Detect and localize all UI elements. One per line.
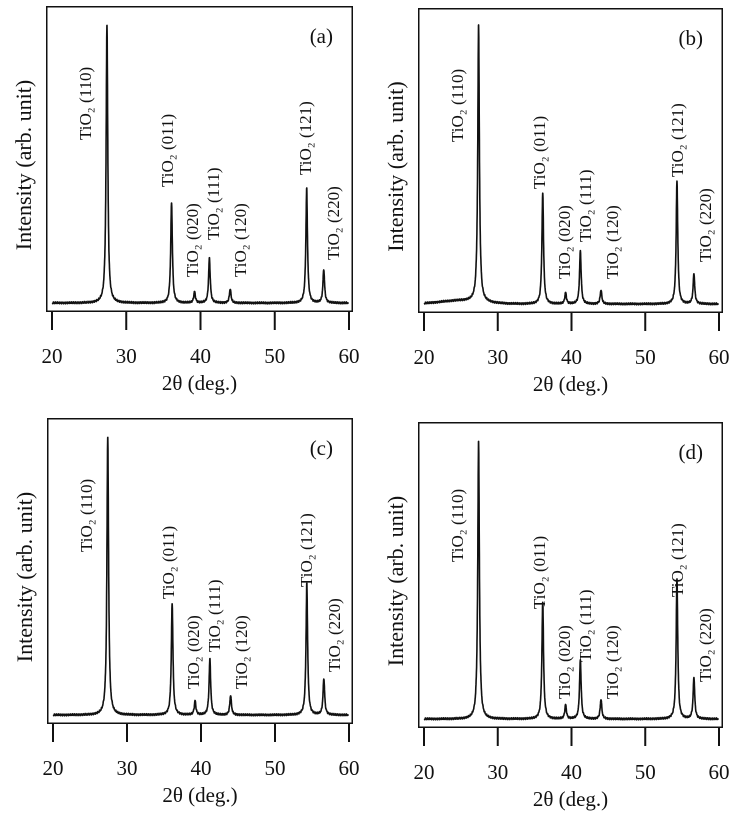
panel-label: (d) bbox=[679, 440, 704, 464]
x-tick-label: 60 bbox=[339, 756, 360, 780]
peak-label: TiO₂ (111) bbox=[576, 169, 595, 242]
peak-label: TiO₂ (121) bbox=[297, 513, 316, 587]
x-tick-label: 20 bbox=[42, 344, 63, 368]
x-axis-label: 2θ (deg.) bbox=[162, 371, 237, 395]
y-axis-label: Intensity (arb. unit) bbox=[383, 81, 408, 251]
x-tick-label: 60 bbox=[709, 345, 730, 369]
peak-label: TiO₂ (220) bbox=[696, 608, 715, 682]
xrd-spectrum-line bbox=[52, 436, 349, 717]
peak-label: TiO₂ (121) bbox=[668, 523, 687, 597]
x-tick-label: 20 bbox=[43, 756, 64, 780]
peak-label: TiO₂ (011) bbox=[530, 536, 549, 609]
peak-label: TiO₂ (011) bbox=[159, 526, 178, 599]
peak-label: TiO₂ (110) bbox=[448, 489, 467, 562]
peak-label: TiO₂ (020) bbox=[555, 205, 574, 279]
peak-label: TiO₂ (111) bbox=[205, 579, 224, 652]
y-axis-label: Intensity (arb. unit) bbox=[12, 492, 37, 662]
x-tick-label: 60 bbox=[339, 344, 360, 368]
peak-label: TiO₂ (120) bbox=[603, 205, 622, 279]
x-tick-label: 40 bbox=[561, 760, 582, 784]
xrd-spectrum-line bbox=[423, 440, 719, 721]
peak-label: TiO₂ (110) bbox=[448, 69, 467, 142]
peak-label: TiO₂ (120) bbox=[603, 625, 622, 699]
peak-label: TiO₂ (020) bbox=[555, 625, 574, 699]
plot-frame bbox=[47, 418, 353, 724]
x-tick-label: 60 bbox=[709, 760, 730, 784]
peak-label: TiO₂ (110) bbox=[77, 479, 96, 552]
x-tick-label: 50 bbox=[635, 760, 656, 784]
x-tick-label: 50 bbox=[265, 756, 286, 780]
x-tick-label: 40 bbox=[561, 345, 582, 369]
peak-label: TiO₂ (121) bbox=[668, 103, 687, 177]
plot-frame bbox=[418, 422, 723, 728]
panel-label: (c) bbox=[310, 436, 333, 460]
x-tick-label: 40 bbox=[190, 344, 211, 368]
x-tick-label: 40 bbox=[191, 756, 212, 780]
x-axis-label: 2θ (deg.) bbox=[533, 787, 608, 811]
x-tick-label: 20 bbox=[414, 345, 435, 369]
xrd-spectrum-line bbox=[51, 24, 349, 305]
peak-label: TiO₂ (220) bbox=[696, 188, 715, 262]
peak-label: TiO₂ (120) bbox=[232, 615, 251, 689]
panel-label: (b) bbox=[679, 26, 704, 50]
peak-label: TiO₂ (220) bbox=[325, 598, 344, 672]
plot-frame bbox=[418, 8, 723, 313]
x-tick-label: 30 bbox=[487, 760, 508, 784]
plot-frame bbox=[46, 6, 353, 312]
y-axis-label: Intensity (arb. unit) bbox=[11, 80, 36, 250]
peak-label: TiO₂ (120) bbox=[231, 203, 250, 277]
panel-label: (a) bbox=[310, 24, 333, 48]
peak-label: TiO₂ (020) bbox=[183, 203, 202, 277]
peak-label: TiO₂ (020) bbox=[184, 615, 203, 689]
x-tick-label: 30 bbox=[116, 344, 137, 368]
x-tick-label: 30 bbox=[117, 756, 138, 780]
peak-label: TiO₂ (121) bbox=[296, 101, 315, 175]
xrd-spectrum-line bbox=[423, 24, 719, 306]
x-tick-label: 50 bbox=[264, 344, 285, 368]
peak-label: TiO₂ (011) bbox=[158, 114, 177, 187]
y-axis-label: Intensity (arb. unit) bbox=[383, 496, 408, 666]
peak-label: TiO₂ (111) bbox=[204, 167, 223, 240]
xrd-panel-d: 20 30 40 50 60 2θ (deg.) Intensity (arb. unit)… bbox=[383, 422, 730, 811]
x-axis-label: 2θ (deg.) bbox=[533, 372, 608, 396]
x-tick-label: 30 bbox=[487, 345, 508, 369]
peak-label: TiO₂ (110) bbox=[76, 67, 95, 140]
xrd-panel-a: 20 30 40 50 60 2θ (deg.) Intensity (arb. unit)… bbox=[11, 6, 360, 395]
peak-label: TiO₂ (220) bbox=[324, 186, 343, 260]
peak-label: TiO₂ (011) bbox=[530, 116, 549, 189]
x-tick-label: 50 bbox=[635, 345, 656, 369]
x-axis-label: 2θ (deg.) bbox=[162, 783, 237, 807]
xrd-panel-b: 20 30 40 50 60 2θ (deg.) Intensity (arb. unit)… bbox=[383, 8, 730, 396]
peak-label: TiO₂ (111) bbox=[576, 589, 595, 662]
xrd-panel-c: 20 30 40 50 60 2θ (deg.) Intensity (arb. unit)… bbox=[12, 418, 360, 807]
x-tick-label: 20 bbox=[414, 760, 435, 784]
